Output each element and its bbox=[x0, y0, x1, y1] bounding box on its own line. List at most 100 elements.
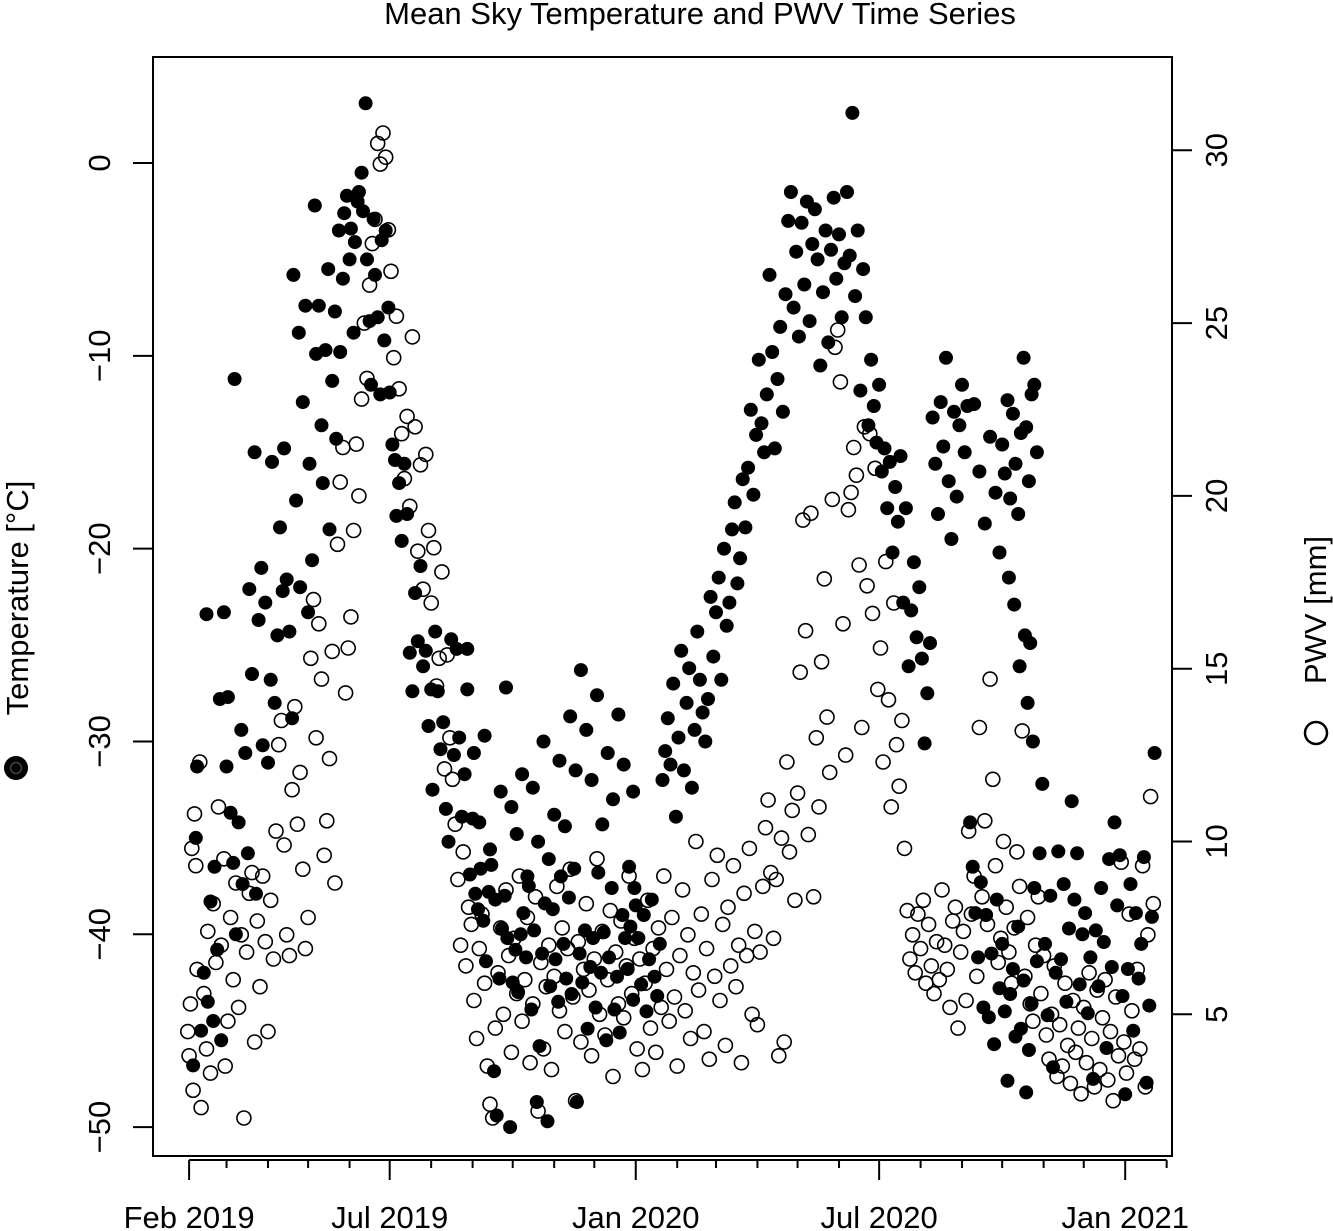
pwv-point bbox=[1145, 895, 1162, 912]
y2-tick-label-group: 25 bbox=[1199, 306, 1234, 340]
temperature-point bbox=[273, 520, 287, 535]
pwv-point bbox=[639, 892, 656, 909]
temperature-point bbox=[612, 1025, 627, 1040]
temperature-point bbox=[722, 595, 737, 610]
pwv-point bbox=[690, 982, 707, 998]
temperature-point bbox=[663, 757, 678, 772]
pwv-point bbox=[189, 961, 205, 978]
temperature-point bbox=[778, 287, 793, 302]
temperature-point bbox=[1035, 776, 1050, 791]
pwv-point bbox=[586, 951, 603, 967]
pwv-point bbox=[784, 802, 801, 819]
temperature-point bbox=[1051, 844, 1066, 859]
temperature-point bbox=[410, 634, 425, 649]
pwv-point bbox=[682, 1030, 699, 1047]
pwv-point bbox=[249, 913, 266, 929]
temperature-point bbox=[1075, 927, 1090, 942]
pwv-point bbox=[495, 1006, 512, 1023]
temperature-point bbox=[972, 464, 987, 479]
pwv-point bbox=[781, 844, 798, 860]
pwv-point bbox=[217, 1058, 233, 1074]
pwv-point bbox=[1105, 1092, 1121, 1109]
pwv-point bbox=[923, 958, 940, 974]
temperature-point bbox=[666, 676, 681, 691]
pwv-point bbox=[754, 878, 771, 895]
pwv-point bbox=[1113, 854, 1129, 871]
pwv-point bbox=[180, 1023, 196, 1040]
pwv-point bbox=[393, 425, 410, 442]
temperature-point bbox=[971, 950, 986, 965]
temperature-point bbox=[318, 343, 333, 358]
temperature-point bbox=[709, 605, 723, 620]
y2-tick-label-group: 20 bbox=[1199, 479, 1234, 513]
temperature-point bbox=[717, 541, 731, 556]
temperature-point bbox=[655, 773, 670, 787]
temperature-point bbox=[636, 908, 651, 922]
pwv-point bbox=[396, 470, 413, 487]
pwv-point bbox=[216, 850, 232, 867]
pwv-point bbox=[407, 418, 423, 435]
pwv-point bbox=[415, 581, 431, 598]
temperature-point bbox=[920, 686, 935, 701]
pwv-point bbox=[361, 277, 378, 293]
pwv-point bbox=[262, 892, 279, 909]
pwv-point bbox=[717, 1037, 734, 1054]
temperature-point bbox=[1021, 1043, 1036, 1057]
pwv-point bbox=[976, 812, 993, 829]
pwv-point bbox=[276, 837, 292, 853]
pwv-point bbox=[712, 992, 728, 1009]
pwv-point bbox=[257, 933, 274, 950]
temperature-point bbox=[579, 722, 594, 737]
temperature-point bbox=[515, 767, 530, 782]
pwv-point bbox=[434, 564, 450, 580]
pwv-point bbox=[672, 947, 688, 964]
pwv-point bbox=[987, 857, 1004, 874]
pwv-point bbox=[383, 263, 399, 280]
pwv-point bbox=[359, 370, 375, 387]
temperature-point bbox=[279, 572, 294, 587]
y-tick-label-group: −40 bbox=[82, 908, 117, 961]
pwv-point bbox=[289, 816, 306, 833]
y-tick-label: −20 bbox=[82, 522, 117, 575]
pwv-point bbox=[789, 785, 806, 801]
temperature-point bbox=[277, 441, 292, 456]
temperature-point bbox=[251, 613, 266, 627]
pwv-point bbox=[650, 920, 667, 936]
temperature-point bbox=[786, 300, 801, 315]
pwv-point bbox=[297, 940, 314, 957]
pwv-point bbox=[730, 937, 747, 954]
temperature-point bbox=[813, 358, 828, 373]
y2-tick-label: 30 bbox=[1199, 133, 1234, 167]
pwv-point bbox=[610, 996, 627, 1012]
pwv-point bbox=[821, 764, 838, 781]
pwv-point bbox=[1030, 888, 1047, 905]
pwv-point bbox=[468, 1030, 485, 1047]
temperature-point bbox=[1003, 491, 1018, 506]
pwv-point bbox=[725, 857, 742, 874]
pwv-point bbox=[736, 885, 752, 902]
points-layer bbox=[180, 96, 1162, 1135]
temperature-point bbox=[759, 387, 774, 402]
temperature-point bbox=[590, 688, 604, 703]
temperature-point bbox=[1134, 936, 1149, 951]
pwv-point bbox=[982, 671, 998, 687]
temperature-point bbox=[1078, 906, 1093, 921]
temperature-point bbox=[245, 667, 259, 681]
pwv-point bbox=[230, 999, 247, 1016]
pwv-point bbox=[466, 992, 482, 1009]
temperature-point bbox=[997, 1004, 1012, 1019]
temperature-point bbox=[227, 372, 242, 386]
temperature-point bbox=[1147, 746, 1162, 760]
temperature-point bbox=[936, 439, 951, 454]
pwv-point bbox=[883, 799, 900, 815]
pwv-point bbox=[498, 882, 514, 898]
pwv-point bbox=[1019, 909, 1036, 926]
pwv-point bbox=[1129, 961, 1145, 978]
temperature-point bbox=[660, 711, 675, 726]
temperature-point bbox=[1144, 909, 1159, 924]
pwv-point bbox=[519, 909, 536, 926]
y2-tick-label-group: 15 bbox=[1199, 651, 1234, 685]
pwv-point bbox=[503, 1044, 520, 1061]
temperature-point bbox=[988, 485, 1003, 500]
